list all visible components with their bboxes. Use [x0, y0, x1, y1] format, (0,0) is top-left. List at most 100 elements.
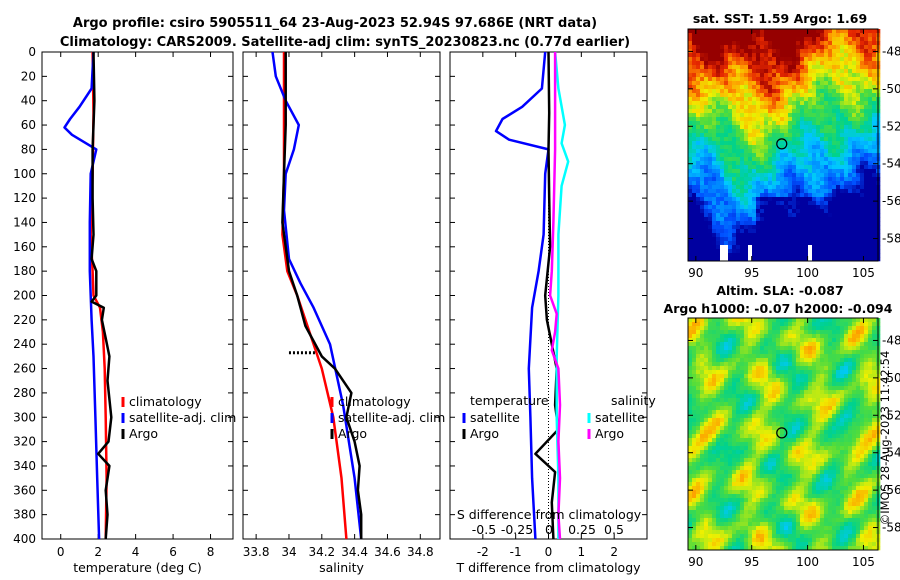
heatmap-cell [792, 221, 797, 226]
heatmap-cell [820, 342, 825, 347]
heatmap-cell [844, 149, 849, 154]
heatmap-cell [716, 129, 721, 134]
heatmap-cell [764, 466, 769, 471]
heatmap-cell [800, 125, 805, 130]
heatmap-cell [840, 101, 845, 106]
heatmap-cell [752, 157, 757, 162]
heatmap-cell [756, 53, 761, 58]
heatmap-cell [860, 249, 865, 254]
heatmap-cell [708, 366, 713, 371]
heatmap-cell [812, 450, 817, 455]
heatmap-cell [820, 57, 825, 62]
heatmap-cell [808, 354, 813, 359]
heatmap-cell [840, 145, 845, 150]
heatmap-cell [852, 185, 857, 190]
heatmap-cell [848, 85, 853, 90]
heatmap-cell [824, 338, 829, 343]
heatmap-cell [856, 418, 861, 423]
heatmap-cell [808, 434, 813, 439]
heatmap-cell [700, 109, 705, 114]
heatmap-cell [788, 205, 793, 210]
heatmap-cell [720, 97, 725, 102]
heatmap-cell [756, 69, 761, 74]
heatmap-cell [860, 446, 865, 451]
heatmap-cell [784, 229, 789, 234]
heatmap-cell [748, 470, 753, 475]
heatmap-cell [816, 326, 821, 331]
heatmap-cell [692, 181, 697, 186]
heatmap-cell [820, 430, 825, 435]
heatmap-cell [732, 390, 737, 395]
heatmap-cell [868, 253, 873, 258]
heatmap-cell [792, 386, 797, 391]
heatmap-cell [824, 450, 829, 455]
heatmap-cell [864, 113, 869, 118]
heatmap-cell [824, 33, 829, 38]
heatmap-cell [780, 61, 785, 66]
heatmap-cell [788, 326, 793, 331]
heatmap-cell [828, 438, 833, 443]
heatmap-cell [772, 169, 777, 174]
heatmap-cell [808, 342, 813, 347]
heatmap-cell [708, 374, 713, 379]
heatmap-cell [728, 330, 733, 335]
heatmap-cell [728, 229, 733, 234]
heatmap-cell [816, 362, 821, 367]
heatmap-cell [792, 157, 797, 162]
heatmap-cell [764, 422, 769, 427]
heatmap-cell [736, 41, 741, 46]
heatmap-cell [824, 109, 829, 114]
heatmap-cell [688, 125, 693, 130]
heatmap-cell [736, 141, 741, 146]
heatmap-cell [812, 402, 817, 407]
heatmap-cell [712, 334, 717, 339]
heatmap-cell [800, 69, 805, 74]
heatmap-cell [736, 185, 741, 190]
heatmap-cell [780, 374, 785, 379]
heatmap-cell [704, 145, 709, 150]
heatmap-cell [772, 406, 777, 411]
heatmap-cell [864, 65, 869, 70]
heatmap-cell [760, 418, 765, 423]
heatmap-cell [832, 322, 837, 327]
heatmap-cell [840, 237, 845, 242]
heatmap-cell [764, 221, 769, 226]
heatmap-cell [784, 69, 789, 74]
heatmap-cell [712, 370, 717, 375]
heatmap-cell [848, 398, 853, 403]
heatmap-cell [732, 81, 737, 86]
heatmap-cell [828, 129, 833, 134]
heatmap-cell [872, 318, 877, 323]
heatmap-cell [792, 145, 797, 150]
heatmap-cell [752, 402, 757, 407]
heatmap-cell [868, 462, 873, 467]
heatmap-cell [828, 410, 833, 415]
heatmap-cell [784, 81, 789, 86]
heatmap-cell [860, 422, 865, 427]
heatmap-cell [712, 386, 717, 391]
heatmap-cell [796, 101, 801, 106]
heatmap-cell [760, 474, 765, 479]
heatmap-cell [700, 133, 705, 138]
heatmap-cell [692, 318, 697, 323]
heatmap-cell [696, 241, 701, 246]
heatmap-cell [788, 346, 793, 351]
heatmap-cell [828, 101, 833, 106]
heatmap-cell [820, 458, 825, 463]
heatmap-cell [832, 374, 837, 379]
heatmap-cell [740, 225, 745, 230]
heatmap-cell [828, 93, 833, 98]
heatmap-cell [848, 438, 853, 443]
heatmap-cell [852, 474, 857, 479]
heatmap-cell [844, 41, 849, 46]
heatmap-cell [744, 386, 749, 391]
heatmap-cell [712, 478, 717, 483]
heatmap-cell [836, 157, 841, 162]
heatmap-cell [856, 233, 861, 238]
heatmap-cell [720, 149, 725, 154]
heatmap-cell [860, 350, 865, 355]
heatmap-cell [860, 241, 865, 246]
heatmap-cell [784, 153, 789, 158]
heatmap-cell [816, 69, 821, 74]
heatmap-cell [872, 213, 877, 218]
